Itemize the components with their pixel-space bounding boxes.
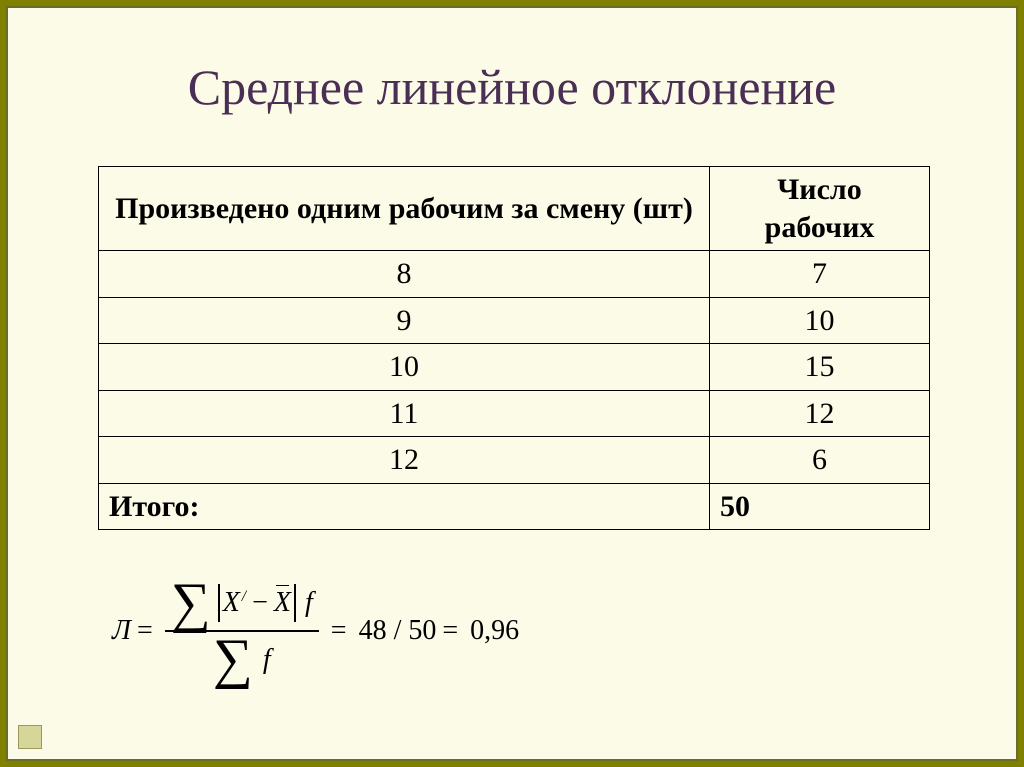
f-symbol: f <box>263 644 271 676</box>
slide-title: Среднее линейное отклонение <box>8 58 1016 116</box>
x-prime: X/ <box>223 587 246 619</box>
denominator: ∑ f <box>207 632 277 686</box>
f-symbol: f <box>305 587 313 619</box>
cell-workers: 7 <box>710 251 930 298</box>
equals-sign: = <box>331 615 347 647</box>
table-header-row: Произведено одним рабочим за смену (шт) … <box>99 167 930 251</box>
col-header-workers: Число рабочих <box>710 167 930 251</box>
totals-value: 50 <box>710 483 930 530</box>
minus-sign: − <box>252 587 268 619</box>
equals-sign: = <box>137 615 153 647</box>
fraction: ∑ X/ − X f ∑ f <box>165 576 319 687</box>
table-row: 8 7 <box>99 251 930 298</box>
cell-produced: 9 <box>99 297 710 344</box>
abs-group: X/ − X <box>215 584 299 622</box>
data-table: Произведено одним рабочим за смену (шт) … <box>98 166 930 530</box>
table-row: 9 10 <box>99 297 930 344</box>
corner-marker-icon <box>18 725 42 749</box>
table-totals-row: Итого: 50 <box>99 483 930 530</box>
sigma-icon: ∑ <box>171 578 211 628</box>
cell-produced: 10 <box>99 344 710 391</box>
cell-produced: 11 <box>99 390 710 437</box>
cell-workers: 10 <box>710 297 930 344</box>
cell-produced: 8 <box>99 251 710 298</box>
table-row: 12 6 <box>99 437 930 484</box>
totals-label: Итого: <box>99 483 710 530</box>
cell-workers: 12 <box>710 390 930 437</box>
value-expression: 48 / 50 <box>359 615 437 647</box>
formula: Л = ∑ X/ − X f ∑ f = 48 / 50 = <box>112 576 519 687</box>
col-header-produced: Произведено одним рабочим за смену (шт) <box>99 167 710 251</box>
numerator: ∑ X/ − X f <box>165 576 319 630</box>
cell-workers: 15 <box>710 344 930 391</box>
x-bar: X <box>274 587 291 619</box>
slide-frame: Среднее линейное отклонение Произведено … <box>6 6 1018 761</box>
formula-lhs: Л <box>112 615 131 647</box>
table-row: 11 12 <box>99 390 930 437</box>
equals-sign: = <box>442 615 458 647</box>
cell-workers: 6 <box>710 437 930 484</box>
value-result: 0,96 <box>470 615 519 647</box>
table-row: 10 15 <box>99 344 930 391</box>
cell-produced: 12 <box>99 437 710 484</box>
sigma-icon: ∑ <box>213 634 253 684</box>
